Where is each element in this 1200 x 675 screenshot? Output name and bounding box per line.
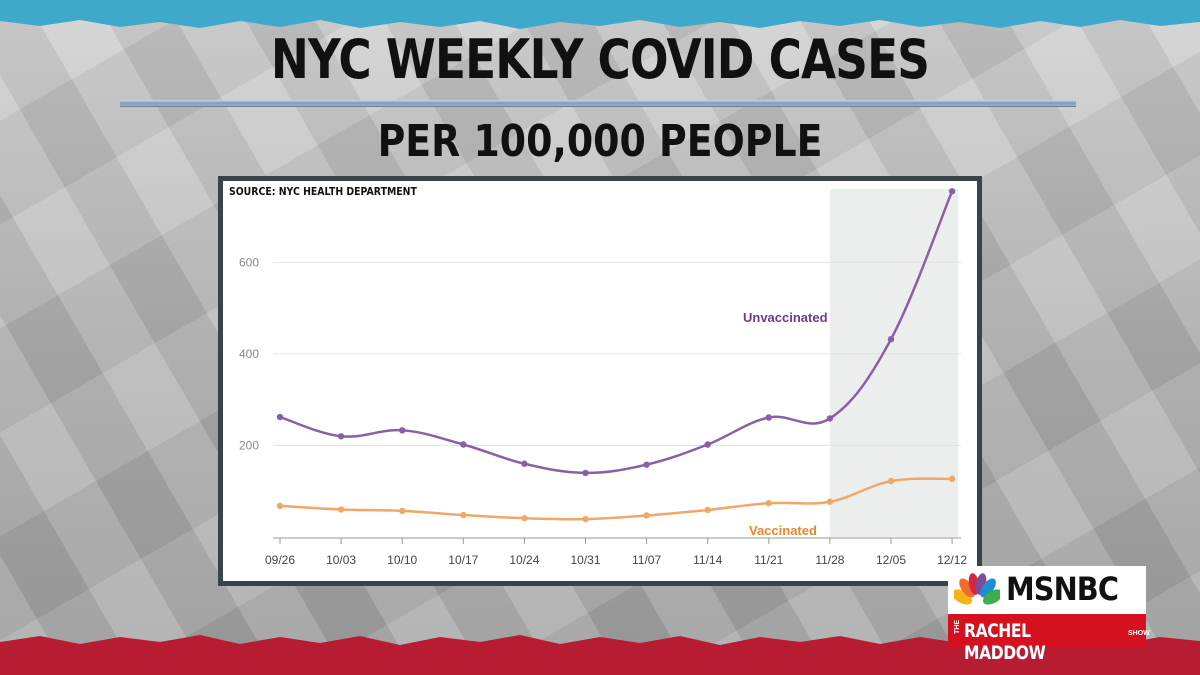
unvaccinated-point	[337, 433, 345, 440]
line-chart: 200 400 600 09/26 10/03 10/10 10/17 10/24 10/31 1…	[239, 188, 967, 567]
chart-panel: 200 400 600 09/26 10/03 10/10 10/17 10/24 10/31 1…	[218, 176, 982, 586]
x-tick-label: 11/07	[632, 553, 661, 567]
unvaccinated-point	[521, 460, 528, 467]
page-subtitle: PER 100,000 PEOPLE	[377, 116, 823, 167]
x-tick-label: 10/24	[509, 553, 539, 567]
vaccinated-point	[337, 506, 345, 513]
x-tick-label: 10/10	[387, 553, 417, 567]
vaccinated-point	[582, 515, 589, 523]
vaccinated-point	[521, 515, 528, 522]
vaccinated-point	[643, 512, 650, 519]
x-tick-label: 10/03	[326, 553, 356, 567]
vaccinated-series-line	[279, 477, 953, 521]
show-logo-box: THE RACHEL MADDOW SHOW	[948, 614, 1150, 664]
bottom-torn-band	[0, 635, 1200, 675]
y-tick-label: 200	[239, 438, 259, 452]
unvaccinated-point	[643, 461, 650, 468]
vaccinated-point	[399, 507, 406, 515]
network-logo: MSNBC THE RACHEL MADDOW SHOW	[948, 566, 1150, 664]
y-tick-label: 400	[239, 347, 259, 361]
show-prefix: THE	[954, 620, 961, 634]
x-tick-label: 11/28	[815, 553, 844, 567]
vaccinated-point	[276, 502, 284, 510]
unvaccinated-point	[276, 413, 284, 421]
x-tick-label: 10/31	[570, 553, 600, 567]
page-title: NYC WEEKLY COVID CASES	[270, 28, 930, 91]
msnbc-wordmark: MSNBC	[1006, 570, 1119, 608]
vaccinated-point	[765, 499, 772, 507]
highlight-band	[829, 189, 959, 537]
top-torn-band	[0, 0, 1200, 29]
title-divider	[120, 100, 1076, 107]
x-tick-label: 09/26	[265, 553, 295, 567]
x-tick-label: 10/17	[448, 553, 478, 567]
unvaccinated-point	[826, 415, 834, 422]
unvaccinated-point	[765, 414, 772, 421]
show-suffix: SHOW	[1128, 630, 1150, 637]
x-tick-label: 11/21	[754, 553, 783, 567]
x-tick-label: 12/05	[876, 553, 906, 567]
unvaccinated-point	[460, 441, 467, 448]
unvaccinated-point	[887, 335, 895, 343]
y-tick-label: 600	[239, 255, 259, 269]
x-tick-label: 12/12	[937, 553, 967, 567]
vaccinated-series-label: Vaccinated	[749, 523, 817, 538]
vaccinated-point	[704, 506, 711, 514]
peacock-icon	[954, 573, 1000, 606]
unvaccinated-point	[948, 188, 956, 195]
vaccinated-point	[826, 498, 834, 505]
unvaccinated-point	[704, 441, 711, 448]
source-note: SOURCE: NYC HEALTH DEPARTMENT	[229, 185, 417, 198]
show-name: RACHEL MADDOW	[964, 620, 1046, 664]
unvaccinated-series-label: Unvaccinated	[743, 310, 828, 325]
x-tick-label: 11/14	[693, 553, 722, 567]
unvaccinated-point	[582, 469, 589, 477]
vaccinated-point	[948, 475, 956, 483]
unvaccinated-point	[399, 427, 406, 434]
vaccinated-point	[887, 477, 895, 485]
vaccinated-point	[460, 511, 467, 519]
msnbc-logo-box: MSNBC	[948, 566, 1146, 614]
